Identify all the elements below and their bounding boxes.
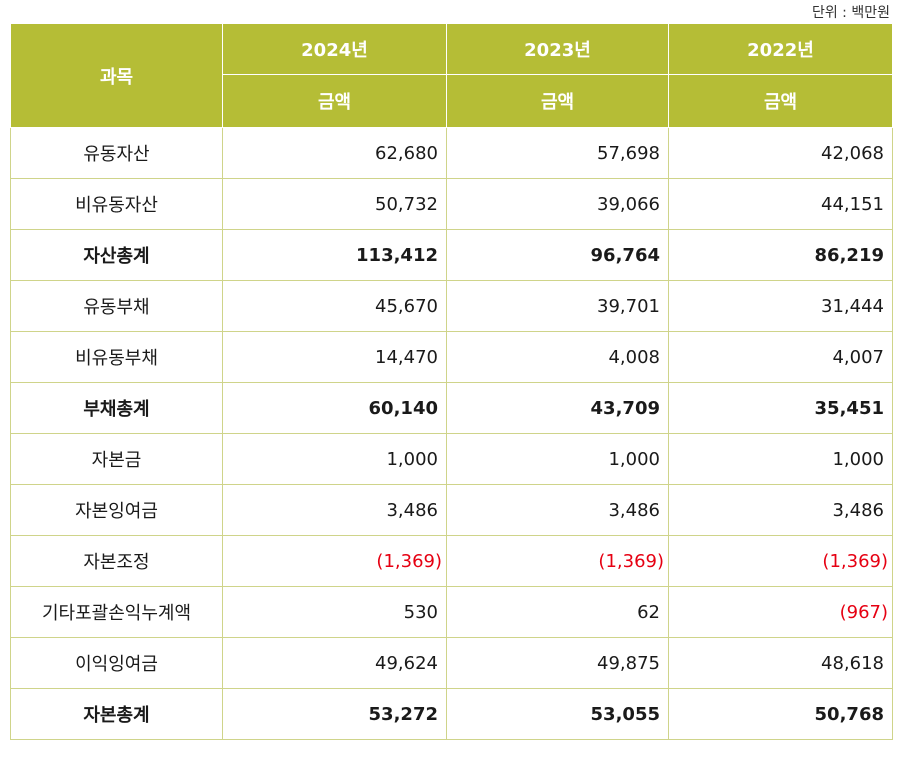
value-cell: 4,008 (446, 331, 669, 383)
value-cell: 1,000 (222, 433, 447, 485)
year-header-2024: 2024년 (222, 23, 447, 75)
value-cell: 1,000 (446, 433, 669, 485)
table-row: 유동부채 45,670 39,701 31,444 (10, 280, 893, 332)
amount-header: 금액 (446, 74, 669, 128)
table-row: 자본금 1,000 1,000 1,000 (10, 433, 893, 485)
table-row: 부채총계 60,140 43,709 35,451 (10, 382, 893, 434)
value-cell: 57,698 (446, 127, 669, 179)
value-cell: 50,732 (222, 178, 447, 230)
value-cell: (1,369) (668, 535, 893, 587)
value-cell: 53,055 (446, 688, 669, 740)
table-row: 이익잉여금 49,624 49,875 48,618 (10, 637, 893, 689)
value-cell: 14,470 (222, 331, 447, 383)
value-cell: 1,000 (668, 433, 893, 485)
row-label: 부채총계 (10, 382, 223, 434)
value-cell: (967) (668, 586, 893, 638)
value-cell: 48,618 (668, 637, 893, 689)
row-label: 자본총계 (10, 688, 223, 740)
table-row: 기타포괄손익누계액 530 62 (967) (10, 586, 893, 638)
value-cell: 45,670 (222, 280, 447, 332)
year-header-2022: 2022년 (668, 23, 893, 75)
value-cell: 4,007 (668, 331, 893, 383)
table-header: 과목 2024년 2023년 2022년 금액 금액 금액 (10, 23, 893, 128)
row-label: 이익잉여금 (10, 637, 223, 689)
row-label: 자본금 (10, 433, 223, 485)
value-cell: 86,219 (668, 229, 893, 281)
value-cell: 49,875 (446, 637, 669, 689)
value-cell: 3,486 (446, 484, 669, 536)
value-cell: 39,066 (446, 178, 669, 230)
row-label: 자본잉여금 (10, 484, 223, 536)
value-cell: 42,068 (668, 127, 893, 179)
amount-header: 금액 (668, 74, 893, 128)
value-cell: 53,272 (222, 688, 447, 740)
value-cell: 31,444 (668, 280, 893, 332)
value-cell: 96,764 (446, 229, 669, 281)
value-cell: 49,624 (222, 637, 447, 689)
value-cell: 60,140 (222, 382, 447, 434)
row-label: 비유동부채 (10, 331, 223, 383)
value-cell: 35,451 (668, 382, 893, 434)
unit-label: 단위 : 백만원 (811, 5, 890, 21)
value-cell: 530 (222, 586, 447, 638)
row-label: 유동자산 (10, 127, 223, 179)
value-cell: 62,680 (222, 127, 447, 179)
year-header-2023: 2023년 (446, 23, 669, 75)
value-cell: 62 (446, 586, 669, 638)
row-label: 기타포괄손익누계액 (10, 586, 223, 638)
row-label: 자산총계 (10, 229, 223, 281)
value-cell: 50,768 (668, 688, 893, 740)
table-body: 유동자산 62,680 57,698 42,068 비유동자산 50,732 39,066 4… (10, 127, 893, 740)
value-cell: 3,486 (222, 484, 447, 536)
subject-header: 과목 (10, 23, 223, 128)
table-row: 유동자산 62,680 57,698 42,068 (10, 127, 893, 179)
row-label: 유동부채 (10, 280, 223, 332)
value-cell: 43,709 (446, 382, 669, 434)
table-row: 자본조정 (1,369) (1,369) (1,369) (10, 535, 893, 587)
value-cell: (1,369) (222, 535, 447, 587)
value-cell: 39,701 (446, 280, 669, 332)
value-cell: 44,151 (668, 178, 893, 230)
table-row: 자산총계 113,412 96,764 86,219 (10, 229, 893, 281)
value-cell: 113,412 (222, 229, 447, 281)
amount-header: 금액 (222, 74, 447, 128)
financial-table: 과목 2024년 2023년 2022년 금액 금액 금액 유동자산 62,680… (10, 23, 893, 740)
table-row: 비유동부채 14,470 4,008 4,007 (10, 331, 893, 383)
row-label: 자본조정 (10, 535, 223, 587)
value-cell: (1,369) (446, 535, 669, 587)
table-row: 자본총계 53,272 53,055 50,768 (10, 688, 893, 740)
table-row: 비유동자산 50,732 39,066 44,151 (10, 178, 893, 230)
row-label: 비유동자산 (10, 178, 223, 230)
table-row: 자본잉여금 3,486 3,486 3,486 (10, 484, 893, 536)
value-cell: 3,486 (668, 484, 893, 536)
